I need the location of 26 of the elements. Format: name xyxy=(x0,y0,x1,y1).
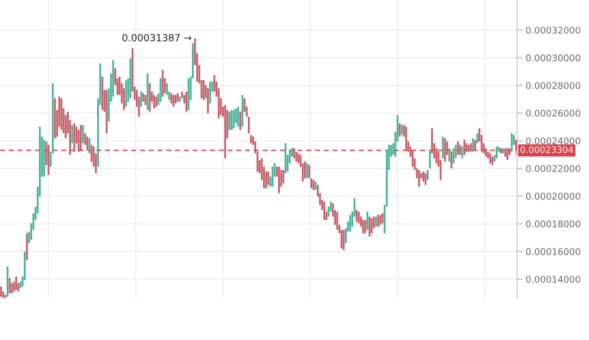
candlestick xyxy=(153,94,155,109)
y-tick-label: 0.00022000 xyxy=(526,165,580,172)
annotation: 0.00031387 → xyxy=(122,34,192,42)
y-tick-label: 0.00032000 xyxy=(526,26,580,34)
y-tick-label: 0.00014000 xyxy=(526,276,580,283)
candlestick xyxy=(306,162,308,179)
y-tick-label: 0.00028000 xyxy=(526,82,580,90)
y-tick-label: 0.00020000 xyxy=(526,192,580,200)
candlestick xyxy=(304,161,306,179)
y-tick-label: 0.00016000 xyxy=(526,248,580,256)
candlestick xyxy=(452,148,454,164)
y-tick-label: 0.00024000 xyxy=(526,137,580,144)
candlestick xyxy=(293,148,295,159)
y-tick-label: 0.00030000 xyxy=(526,54,580,62)
candlestick xyxy=(450,151,452,169)
candlestick xyxy=(515,140,517,156)
candlestick xyxy=(368,216,370,237)
candlestick xyxy=(209,81,211,104)
candlestick xyxy=(88,138,90,154)
candlestick xyxy=(506,148,508,160)
candlestick xyxy=(272,166,274,187)
y-tick-label: 0.00026000 xyxy=(526,110,580,117)
candlestick xyxy=(228,111,230,130)
candlestick xyxy=(237,106,239,127)
y-tick-label: 0.00018000 xyxy=(526,220,580,228)
ref-line-label: 0.00023304 xyxy=(520,146,574,153)
